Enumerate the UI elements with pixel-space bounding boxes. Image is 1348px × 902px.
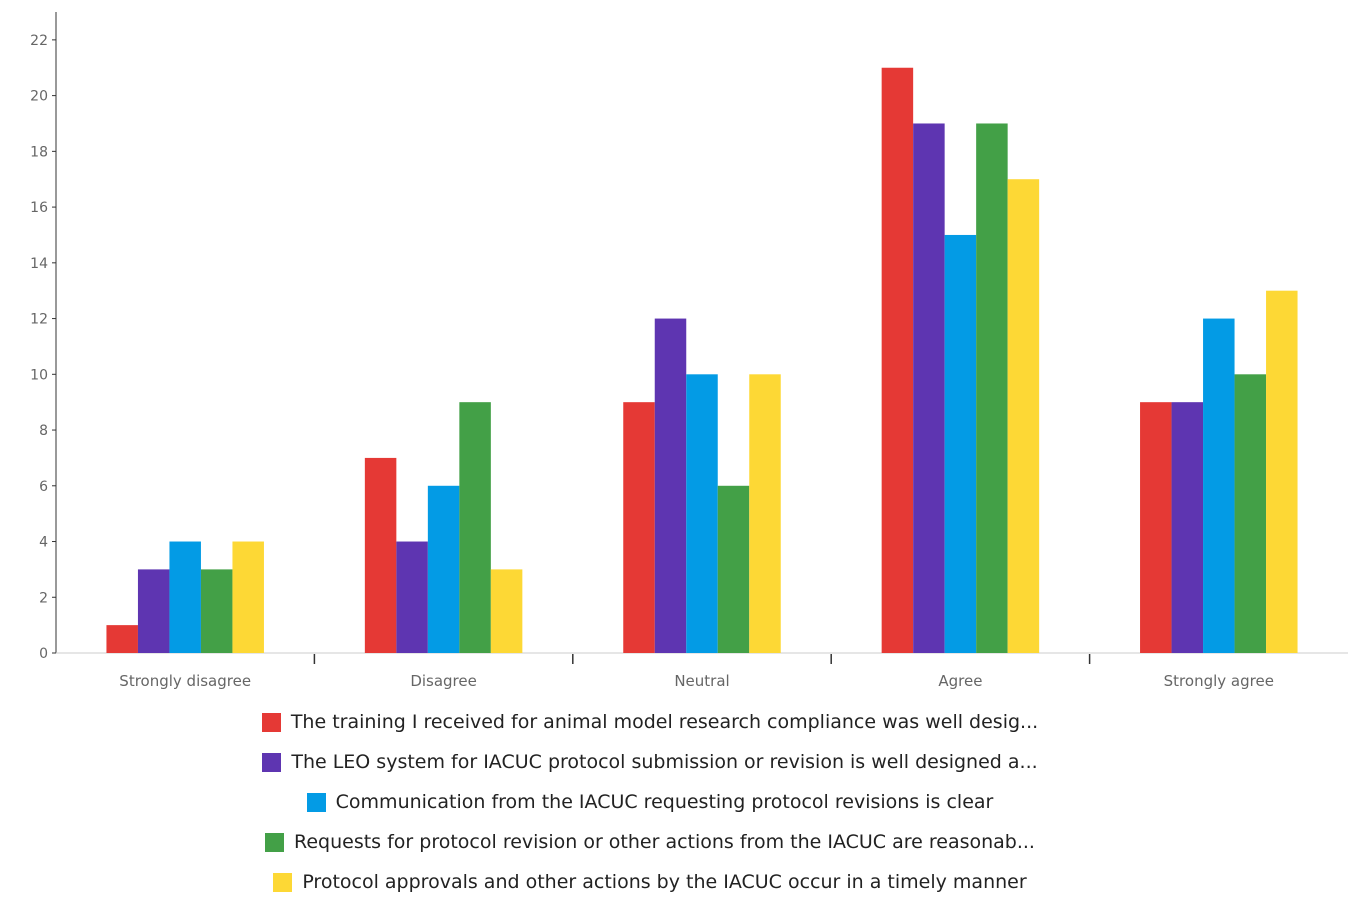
chart-bars xyxy=(106,67,1298,653)
y-tick-label: 22 xyxy=(30,33,48,49)
y-tick-label: 10 xyxy=(30,367,48,383)
bar xyxy=(169,541,201,653)
chart-axes: 0 2 4 6 8 10 12 14 16 18 20 22 Strongly disagree Disa… xyxy=(30,12,1348,690)
bar xyxy=(1140,402,1172,653)
bar xyxy=(1171,402,1204,653)
y-tick-label: 16 xyxy=(30,200,48,216)
x-category-label: Disagree xyxy=(410,672,477,690)
bar xyxy=(913,123,945,653)
legend-swatch xyxy=(262,752,282,772)
legend-item: Protocol approvals and other actions by … xyxy=(0,862,1300,902)
bar xyxy=(106,625,138,653)
y-tick-label: 0 xyxy=(39,646,48,662)
bar-chart: 0 2 4 6 8 10 12 14 16 18 20 22 Strongly disagree Disa… xyxy=(30,12,1348,690)
y-tick-label: 14 xyxy=(30,256,48,272)
chart-legend: The training I received for animal model… xyxy=(0,702,1300,902)
legend-item: The training I received for animal model… xyxy=(0,702,1300,742)
bar xyxy=(459,402,491,653)
x-category-label: Agree xyxy=(938,672,982,690)
legend-label: Requests for protocol revision or other … xyxy=(294,831,1035,853)
y-tick-label: 4 xyxy=(39,535,48,551)
bar xyxy=(654,318,687,653)
legend-label: The training I received for animal model… xyxy=(290,711,1039,733)
bar xyxy=(396,541,428,653)
y-tick-label: 12 xyxy=(30,312,48,328)
bar xyxy=(623,402,655,653)
y-tick-label: 6 xyxy=(39,479,48,495)
bar xyxy=(976,123,1008,653)
x-category-label: Strongly disagree xyxy=(119,672,251,690)
legend-item: The LEO system for IACUC protocol submis… xyxy=(0,742,1300,782)
x-category-label: Strongly agree xyxy=(1164,672,1274,690)
bar xyxy=(1203,318,1235,653)
bar xyxy=(137,569,170,653)
bar xyxy=(881,67,914,653)
bar xyxy=(717,485,750,653)
legend-swatch xyxy=(273,872,293,892)
legend-swatch xyxy=(265,832,284,852)
legend-label: Protocol approvals and other actions by … xyxy=(302,871,1027,893)
bar xyxy=(944,234,977,653)
bar xyxy=(749,374,781,653)
bar xyxy=(364,457,397,653)
bar xyxy=(686,374,718,653)
legend-label: The LEO system for IACUC protocol submis… xyxy=(291,751,1038,773)
y-tick-label: 2 xyxy=(39,590,48,606)
bar xyxy=(1007,179,1040,653)
y-tick-label: 20 xyxy=(30,89,48,105)
legend-swatch xyxy=(306,792,326,812)
bar xyxy=(1234,374,1267,653)
y-tick-label: 8 xyxy=(39,423,48,439)
bar xyxy=(490,569,523,653)
y-tick-label: 18 xyxy=(30,144,48,160)
x-category-label: Neutral xyxy=(674,672,729,690)
bar xyxy=(200,569,233,653)
bar xyxy=(427,485,460,653)
legend-item: Communication from the IACUC requesting … xyxy=(0,782,1300,822)
legend-label: Communication from the IACUC requesting … xyxy=(335,791,994,813)
legend-item: Requests for protocol revision or other … xyxy=(0,822,1300,862)
bar xyxy=(232,541,264,653)
bar xyxy=(1266,290,1298,653)
legend-swatch xyxy=(261,712,281,732)
